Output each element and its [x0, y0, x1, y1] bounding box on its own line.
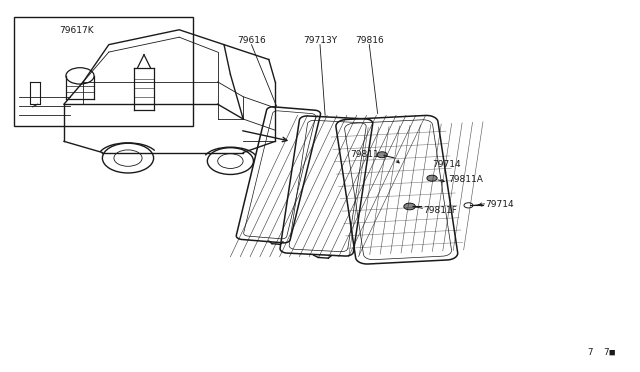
Circle shape [404, 203, 415, 210]
Text: 79811: 79811 [351, 150, 379, 159]
Circle shape [427, 175, 437, 181]
Text: 79811F: 79811F [424, 206, 458, 215]
Text: 79811A: 79811A [448, 175, 483, 184]
FancyArrowPatch shape [438, 179, 444, 182]
Text: 79616: 79616 [237, 36, 266, 45]
Text: 79714: 79714 [433, 160, 461, 169]
Polygon shape [289, 121, 366, 251]
Circle shape [377, 152, 387, 158]
Text: 79714: 79714 [485, 200, 514, 209]
Text: 79617K: 79617K [59, 26, 93, 35]
Text: 79816: 79816 [355, 36, 383, 45]
Text: 7  7■: 7 7■ [588, 348, 615, 357]
Text: 79713Y: 79713Y [303, 36, 337, 45]
